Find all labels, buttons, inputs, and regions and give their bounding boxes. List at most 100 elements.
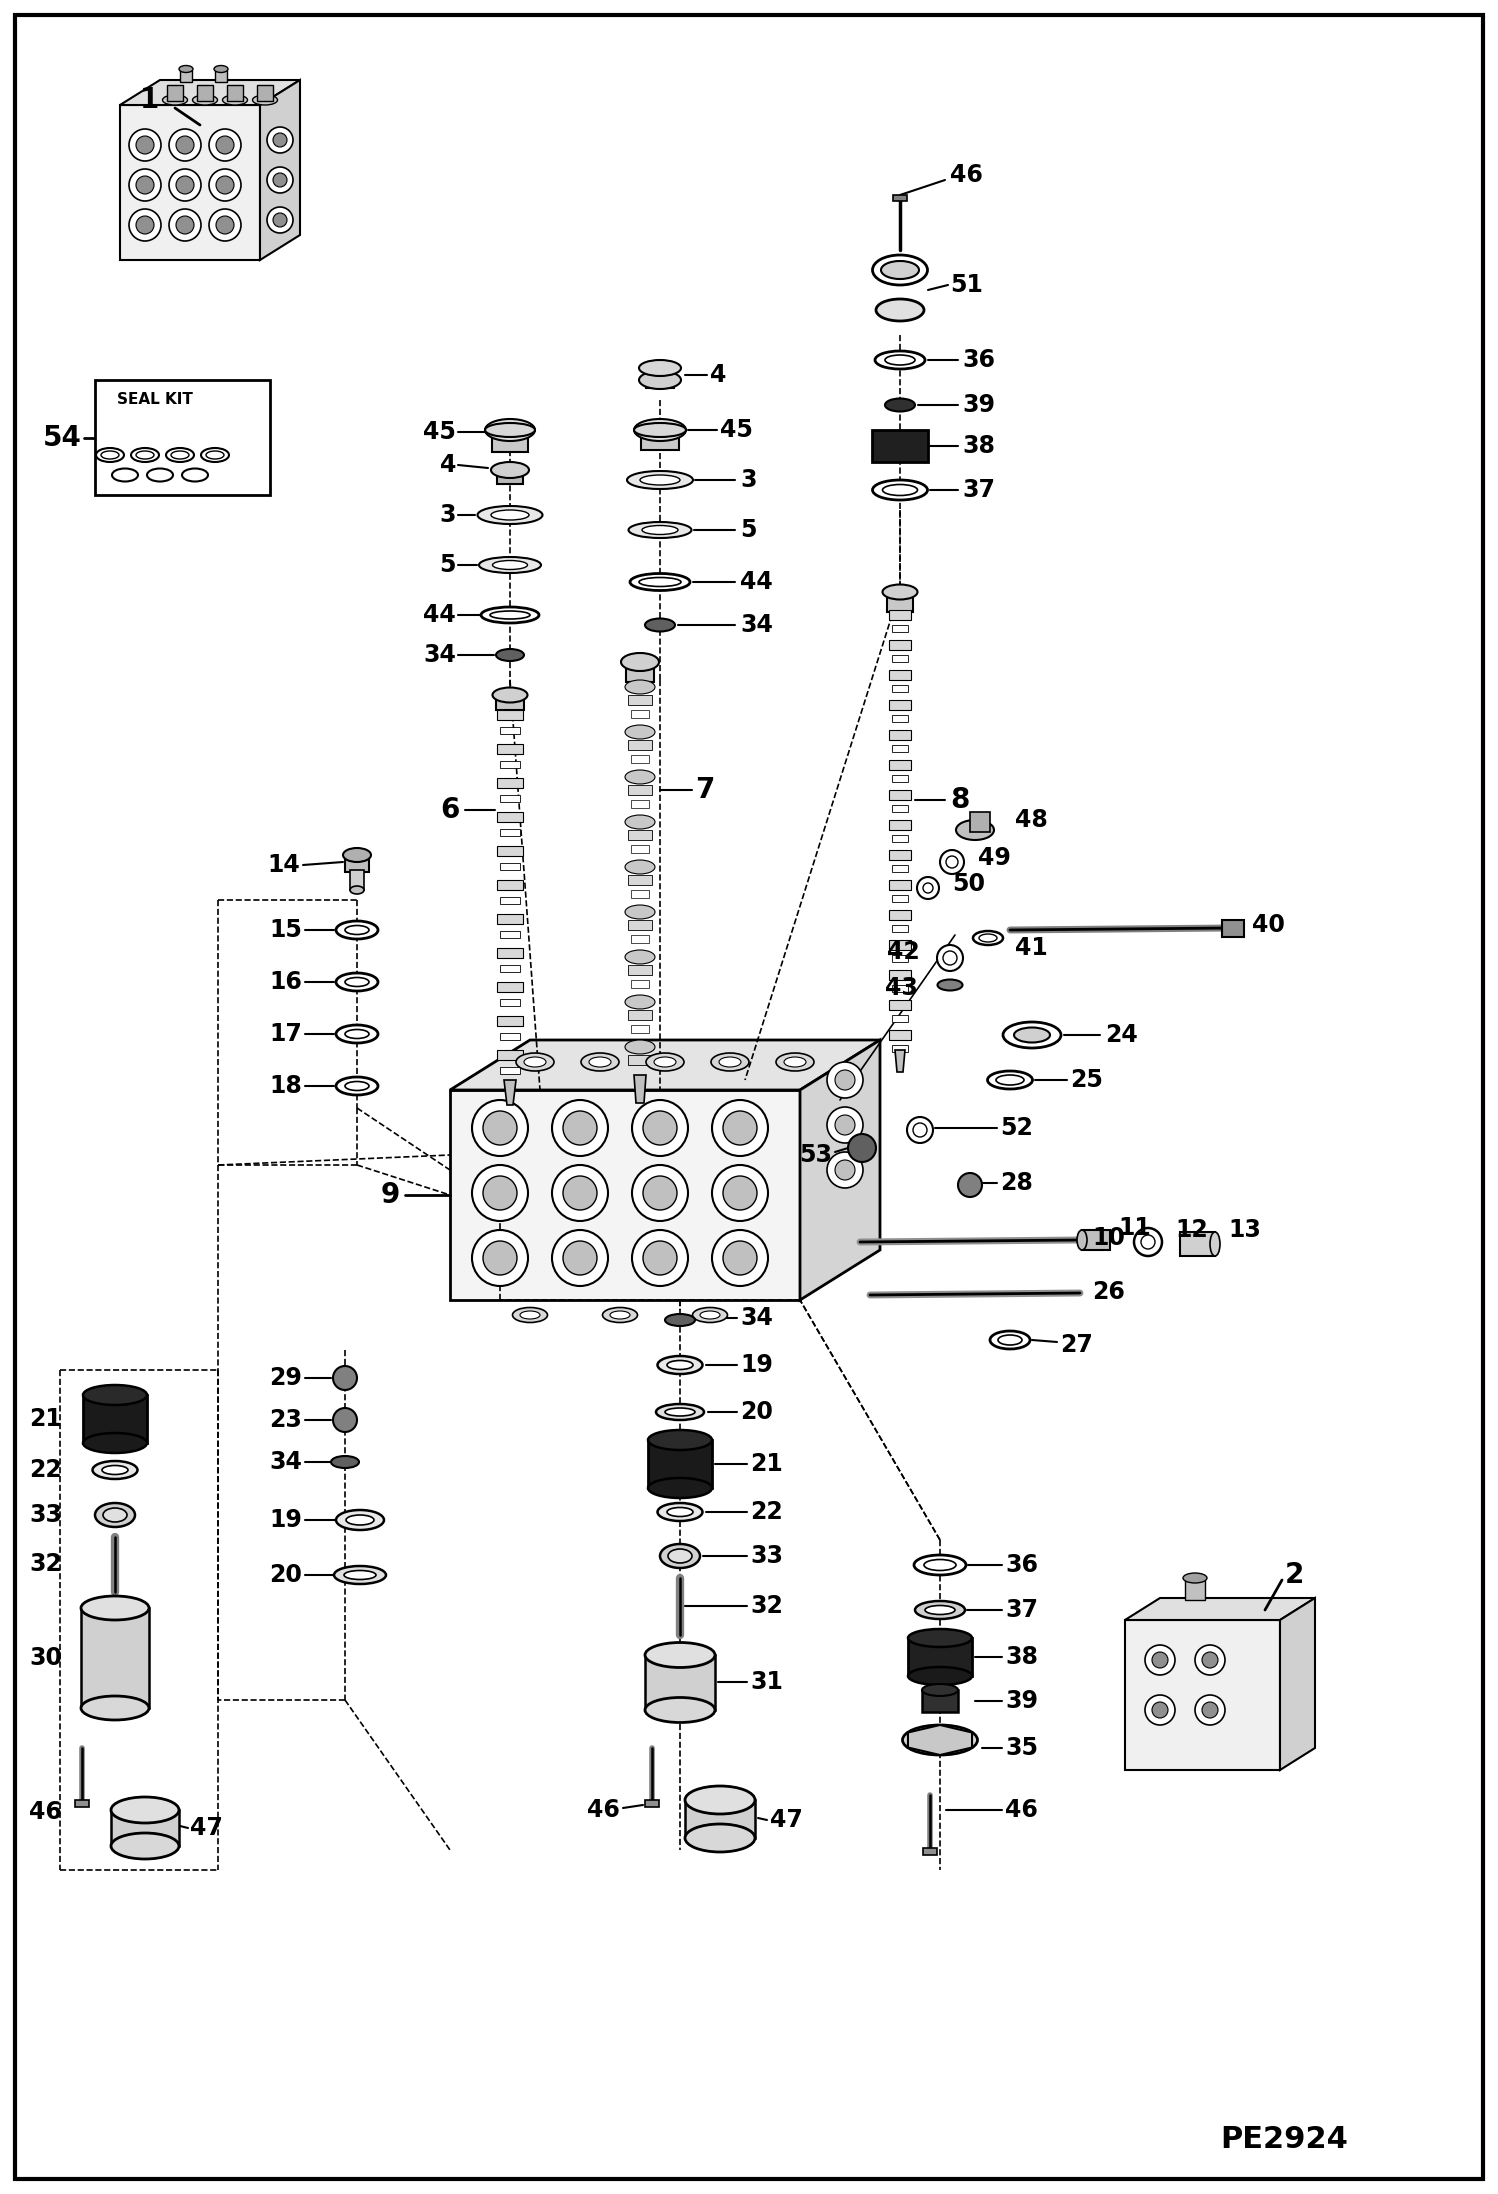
Ellipse shape [628, 472, 694, 489]
Bar [891, 926, 908, 932]
Bar [646, 371, 674, 388]
Ellipse shape [631, 573, 691, 590]
Bar [180, 70, 192, 81]
Bar [198, 86, 213, 101]
Circle shape [129, 129, 160, 160]
Text: PE2924: PE2924 [1219, 2126, 1348, 2155]
Ellipse shape [201, 448, 229, 463]
Ellipse shape [692, 1308, 728, 1323]
Bar [628, 1009, 652, 1020]
Text: 33: 33 [750, 1545, 783, 1569]
Bar [497, 948, 523, 959]
Bar [1185, 1580, 1204, 1599]
Bar [75, 1799, 88, 1808]
Ellipse shape [655, 1058, 676, 1066]
Circle shape [333, 1409, 357, 1433]
Circle shape [482, 1110, 517, 1145]
Text: 34: 34 [270, 1450, 303, 1474]
Ellipse shape [658, 1503, 703, 1520]
Ellipse shape [625, 904, 655, 919]
Circle shape [643, 1242, 677, 1275]
Ellipse shape [646, 1053, 685, 1071]
Ellipse shape [625, 770, 655, 783]
Text: 5: 5 [439, 553, 455, 577]
Bar [888, 970, 911, 981]
Text: 41: 41 [1016, 937, 1047, 961]
Text: 43: 43 [885, 976, 918, 1000]
Ellipse shape [171, 452, 189, 459]
Ellipse shape [649, 1430, 712, 1450]
Text: 9: 9 [380, 1180, 400, 1209]
Ellipse shape [625, 860, 655, 873]
Bar [888, 911, 911, 919]
Ellipse shape [885, 399, 915, 412]
Bar [685, 1799, 755, 1839]
Circle shape [632, 1231, 688, 1286]
Polygon shape [449, 1090, 800, 1301]
Circle shape [643, 1110, 677, 1145]
Bar [888, 1029, 911, 1040]
Text: 1: 1 [139, 86, 159, 114]
Text: 14: 14 [267, 853, 300, 878]
Bar [497, 779, 523, 788]
Ellipse shape [478, 507, 542, 524]
Bar [923, 1847, 938, 1854]
Ellipse shape [147, 470, 172, 480]
Text: 54: 54 [43, 423, 82, 452]
Ellipse shape [345, 1571, 376, 1580]
Ellipse shape [1210, 1233, 1219, 1255]
Ellipse shape [776, 1053, 813, 1071]
Ellipse shape [872, 255, 927, 285]
Ellipse shape [876, 298, 924, 320]
Polygon shape [120, 79, 300, 105]
Circle shape [643, 1176, 677, 1211]
Bar [631, 935, 649, 943]
Ellipse shape [345, 1082, 369, 1090]
Text: 36: 36 [962, 349, 995, 373]
Ellipse shape [915, 1731, 965, 1749]
Polygon shape [449, 1040, 879, 1090]
Circle shape [834, 1161, 855, 1180]
Ellipse shape [956, 821, 995, 840]
Text: 15: 15 [270, 917, 303, 941]
Bar [491, 430, 527, 452]
Bar [891, 746, 908, 753]
Ellipse shape [111, 1832, 178, 1858]
Bar [872, 430, 927, 463]
Ellipse shape [162, 94, 187, 105]
Bar [111, 1810, 178, 1845]
Bar [888, 700, 911, 711]
Circle shape [129, 208, 160, 241]
Bar [641, 430, 679, 450]
Ellipse shape [625, 724, 655, 739]
Circle shape [834, 1115, 855, 1134]
Circle shape [210, 208, 241, 241]
Ellipse shape [643, 527, 679, 535]
Ellipse shape [712, 1053, 749, 1071]
Ellipse shape [987, 1071, 1032, 1088]
Ellipse shape [491, 463, 529, 478]
Text: 18: 18 [270, 1075, 303, 1097]
Bar [628, 875, 652, 884]
Bar [891, 625, 908, 632]
Bar [887, 592, 912, 612]
Bar [497, 744, 523, 755]
Text: 10: 10 [1092, 1226, 1125, 1251]
Bar [497, 983, 523, 992]
Polygon shape [894, 1051, 905, 1073]
Ellipse shape [649, 1479, 712, 1499]
Text: 46: 46 [1005, 1799, 1038, 1821]
Text: 13: 13 [1228, 1218, 1261, 1242]
Ellipse shape [640, 371, 682, 388]
Ellipse shape [625, 1040, 655, 1053]
Ellipse shape [178, 66, 193, 72]
Text: 19: 19 [740, 1354, 773, 1378]
Bar [500, 761, 520, 768]
Bar [500, 862, 520, 871]
Bar [888, 610, 911, 621]
Bar [258, 86, 273, 101]
Text: 34: 34 [740, 1305, 773, 1330]
Circle shape [169, 208, 201, 241]
Ellipse shape [181, 470, 208, 480]
Circle shape [632, 1099, 688, 1156]
